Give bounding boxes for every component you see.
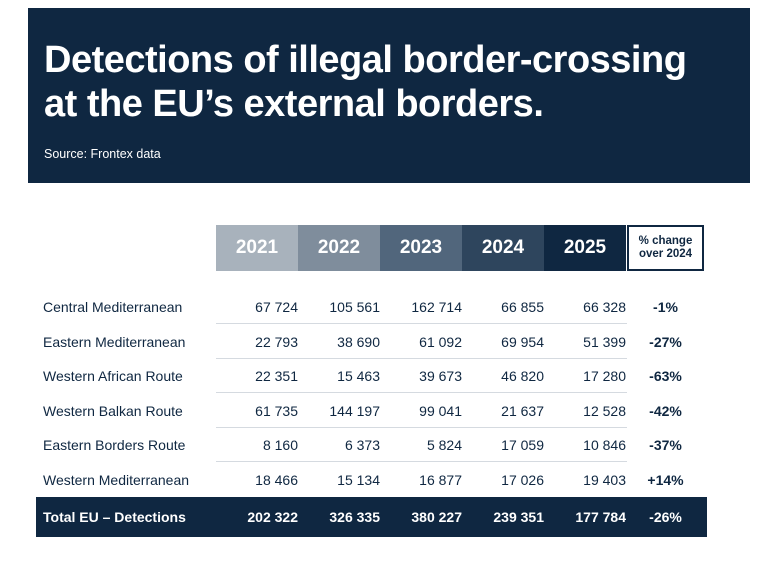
row-divider xyxy=(216,461,627,463)
table-cell-2022: 144 197 xyxy=(329,402,380,419)
change-header-line-1: % change xyxy=(638,235,693,247)
table-cell-2022: 105 561 xyxy=(329,299,380,315)
row-label: Eastern Mediterranean xyxy=(43,333,186,350)
table-cell-2021: 22 351 xyxy=(255,368,298,385)
table-cell-2025: 51 399 xyxy=(583,333,626,350)
table-cell-2023: 16 877 xyxy=(419,472,462,488)
change-cell: -27% xyxy=(649,333,682,350)
table-cell-2024: 66 855 xyxy=(501,299,544,315)
table-cell-2025: 17 280 xyxy=(583,368,626,385)
title-banner: Detections of illegal border-crossing at… xyxy=(28,8,750,183)
table-cell-2021: 67 724 xyxy=(255,299,298,315)
total-label: Total EU – Detections xyxy=(43,509,186,525)
table-cell-2025: 19 403 xyxy=(583,472,626,488)
total-row: Total EU – Detections 202 322 326 335 38… xyxy=(36,497,707,537)
table-cell-2021: 18 466 xyxy=(255,472,298,488)
column-header-2025: 2025 xyxy=(544,225,626,271)
row-divider xyxy=(216,323,627,324)
table-cell-2025: 12 528 xyxy=(583,402,626,419)
table-row: Eastern Mediterranean 22 793 38 690 61 092 6… xyxy=(36,325,706,359)
change-header-line-2: over 2024 xyxy=(638,248,693,260)
total-cell-2025: 177 784 xyxy=(575,509,626,525)
column-header-change: % change over 2024 xyxy=(627,225,704,271)
row-label: Western African Route xyxy=(43,368,183,385)
table-cell-2023: 61 092 xyxy=(419,333,462,350)
source-note: Source: Frontex data xyxy=(44,147,161,161)
row-label: Western Balkan Route xyxy=(43,402,183,419)
table-cell-2025: 10 846 xyxy=(583,437,626,454)
column-header-2021: 2021 xyxy=(216,225,298,271)
row-divider xyxy=(216,357,627,359)
table-cell-2021: 8 160 xyxy=(262,437,298,454)
change-cell: -42% xyxy=(649,402,682,419)
title-line-1: Detections of illegal border-crossing xyxy=(44,39,687,81)
table-cell-2024: 17 026 xyxy=(501,472,544,488)
table-cell-2022: 15 134 xyxy=(337,472,380,488)
table-cell-2024: 46 820 xyxy=(501,368,544,385)
row-divider xyxy=(216,426,627,428)
total-cell-2022: 326 335 xyxy=(329,509,380,525)
total-cell-2023: 380 227 xyxy=(411,509,462,525)
row-divider xyxy=(216,392,627,394)
table-cell-2023: 162 714 xyxy=(411,299,462,315)
total-change: -26% xyxy=(649,509,682,525)
change-cell: -1% xyxy=(653,299,678,315)
total-cell-2024: 239 351 xyxy=(493,509,544,525)
row-label: Western Mediterranean xyxy=(43,472,190,488)
table-row: Western African Route 22 351 15 463 39 673 4… xyxy=(36,359,706,394)
change-cell: -37% xyxy=(649,437,682,454)
table-cell-2023: 39 673 xyxy=(419,368,462,385)
table-cell-2021: 22 793 xyxy=(255,333,298,350)
infographic-card: Detections of illegal border-crossing at… xyxy=(28,8,750,562)
table-cell-2023: 5 824 xyxy=(426,437,462,454)
table-cell-2022: 6 373 xyxy=(344,437,380,454)
table-row: Eastern Borders Route 8 160 6 373 5 824 17 0… xyxy=(36,428,706,463)
row-label: Eastern Borders Route xyxy=(43,437,186,454)
table-cell-2025: 66 328 xyxy=(583,299,626,315)
change-cell: -63% xyxy=(649,368,682,385)
title-line-2: at the EU’s external borders. xyxy=(44,83,544,125)
table-cell-2024: 21 637 xyxy=(501,402,544,419)
table-cell-2022: 15 463 xyxy=(337,368,380,385)
column-header-2024: 2024 xyxy=(462,225,544,271)
table-cell-2024: 69 954 xyxy=(501,333,544,350)
table-cell-2022: 38 690 xyxy=(337,333,380,350)
table-cell-2024: 17 059 xyxy=(501,437,544,454)
table-row: Western Balkan Route 61 735 144 197 99 041 2… xyxy=(36,394,706,428)
column-header-2022: 2022 xyxy=(298,225,380,271)
row-label: Central Mediterranean xyxy=(43,299,183,315)
table-row: Central Mediterranean 67 724 105 561 162 71… xyxy=(36,290,706,324)
page-title: Detections of illegal border-crossing at… xyxy=(44,38,734,126)
change-cell: +14% xyxy=(647,472,684,488)
table-row: Western Mediterranean 18 466 15 134 16 877 1… xyxy=(36,463,706,497)
table-cell-2023: 99 041 xyxy=(419,402,462,419)
table-cell-2021: 61 735 xyxy=(255,402,298,419)
total-cell-2021: 202 322 xyxy=(247,509,298,525)
column-header-2023: 2023 xyxy=(380,225,462,271)
